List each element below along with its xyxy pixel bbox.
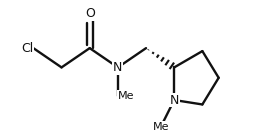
Text: Me: Me [117, 91, 134, 101]
Text: N: N [113, 61, 122, 74]
Text: Me: Me [152, 122, 168, 132]
Text: Cl: Cl [21, 42, 33, 55]
Text: O: O [84, 7, 94, 20]
Text: N: N [169, 94, 178, 107]
